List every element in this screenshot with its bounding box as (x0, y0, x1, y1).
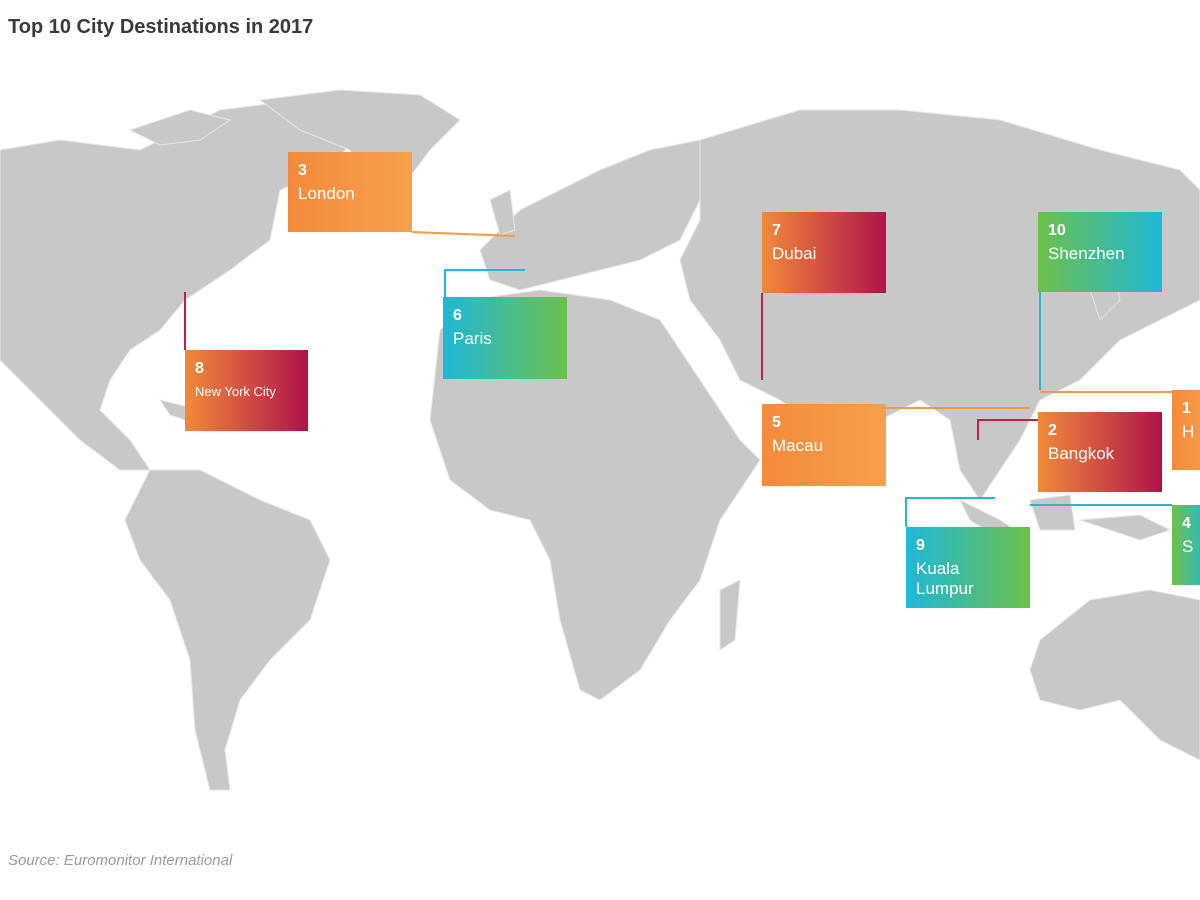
rank: 6 (453, 307, 462, 324)
city-name: S (1182, 537, 1194, 556)
rank: 5 (772, 414, 781, 431)
leader-line (905, 497, 995, 527)
city-name: London (298, 184, 355, 203)
city-name: Macau (772, 436, 824, 455)
city-label: 8 New York City (185, 350, 308, 431)
city-name: Kuala Lumpur (916, 559, 974, 598)
city-label: 7 Dubai (762, 212, 886, 293)
rank: 9 (916, 537, 925, 554)
city-label: 5 Macau (762, 404, 886, 486)
leader-line (444, 269, 525, 297)
leader-line (411, 231, 516, 237)
city-name: Dubai (772, 244, 817, 263)
city-name: Bangkok (1048, 444, 1115, 463)
city-label: 3 London (288, 152, 412, 232)
city-name: Paris (453, 329, 492, 348)
city-label: 9 Kuala Lumpur (906, 527, 1030, 608)
city-name: New York City (195, 384, 276, 399)
city-name: H (1182, 422, 1195, 441)
city-name: Shenzhen (1048, 244, 1125, 263)
rank: 3 (298, 162, 307, 179)
rank: 2 (1048, 422, 1057, 439)
city-label: 2 Bangkok (1038, 412, 1162, 492)
rank: 4 (1182, 515, 1191, 532)
title: Top 10 City Destinations in 2017 (8, 16, 314, 38)
rank: 7 (772, 222, 781, 239)
city-label: 10 Shenzhen (1038, 212, 1162, 292)
land (0, 89, 1200, 791)
leader-lines (184, 231, 1172, 527)
source: Source: Euromonitor International (8, 852, 233, 869)
rank: 8 (195, 360, 204, 377)
rank: 1 (1182, 400, 1191, 417)
rank: 10 (1048, 222, 1066, 239)
city-label: 6 Paris (443, 297, 567, 379)
leader-line (977, 419, 1038, 440)
